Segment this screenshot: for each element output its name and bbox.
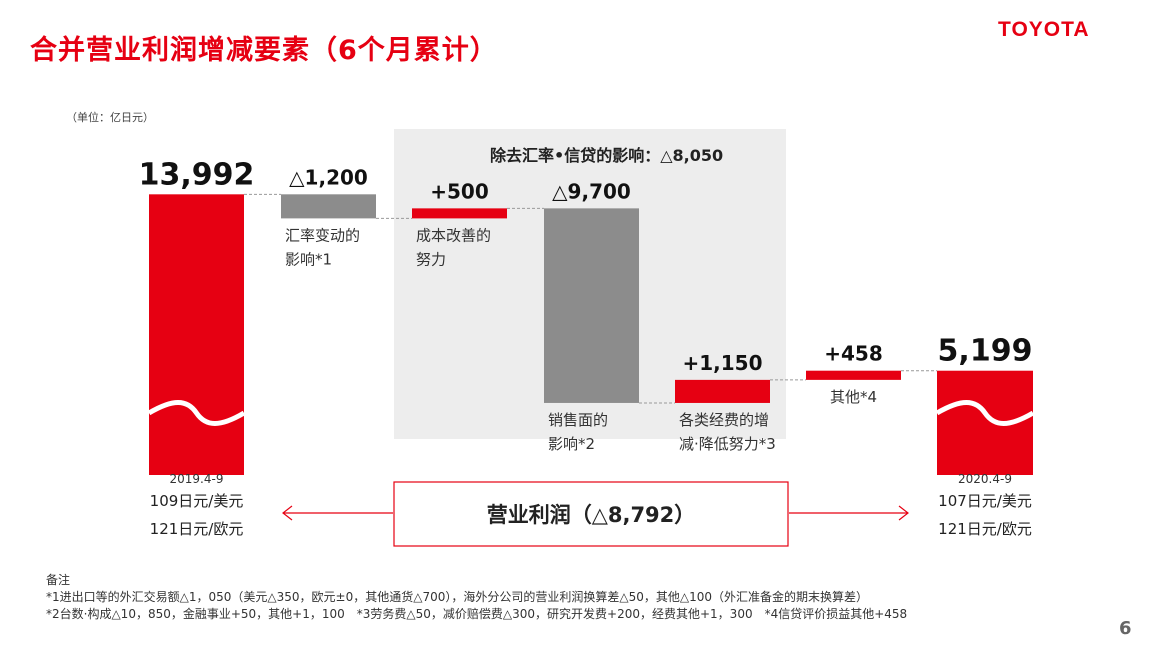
bar-1 — [281, 194, 376, 219]
value-label-3: △9,700 — [552, 179, 631, 203]
toyota-logo: TOYOTA — [998, 18, 1090, 41]
bar-4 — [675, 379, 770, 403]
value-label-4: +1,150 — [682, 351, 762, 375]
category-label-4-0: 各类经费的增 — [679, 411, 769, 429]
category-label-2-1: 努力 — [416, 250, 446, 268]
rate-label-0-1: 121日元/欧元 — [150, 520, 244, 538]
category-label-5-0: 其他*4 — [830, 388, 877, 406]
category-label-3-0: 销售面的 — [548, 411, 608, 429]
value-label-0: 13,992 — [139, 157, 255, 192]
summary-label: 营业利润（△8,792） — [487, 503, 696, 527]
note-line-1: *1进出口等的外汇交易额△1，050（美元△350，欧元±0，其他通货△700）… — [46, 590, 868, 604]
summary-box — [393, 481, 789, 547]
axis-break-wave-6 — [935, 400, 1035, 426]
page-number: 6 — [1119, 618, 1132, 639]
bar-5 — [806, 370, 901, 380]
rate-label-6-1: 121日元/欧元 — [938, 520, 1032, 538]
note-line-2: *2台数·构成△10，850，金融事业+50，其他+1，100 *3劳务费△50… — [46, 607, 908, 621]
notes-heading: 备注 — [46, 573, 71, 587]
period-label-0: 2019.4-9 — [170, 472, 224, 486]
period-label-6: 2020.4-9 — [958, 472, 1012, 486]
rate-label-6-0: 107日元/美元 — [938, 492, 1032, 510]
value-label-5: +458 — [824, 342, 883, 366]
category-label-4-1: 减·降低努力*3 — [679, 435, 776, 453]
category-label-1-1: 影响*1 — [285, 250, 332, 268]
bar-6 — [937, 370, 1033, 475]
unit-label: （单位：亿日元） — [66, 111, 154, 124]
category-label-3-1: 影响*2 — [548, 435, 595, 453]
bar-3 — [544, 208, 639, 403]
footnotes: 备注 *1进出口等的外汇交易额△1，050（美元△350，欧元±0，其他通货△7… — [46, 572, 907, 623]
rate-label-0-0: 109日元/美元 — [150, 492, 244, 510]
value-label-1: △1,200 — [289, 165, 368, 189]
bar-0 — [149, 194, 244, 475]
summary-arrow-right-head — [898, 505, 909, 521]
axis-break-wave-0 — [147, 400, 246, 426]
exclusion-note-label: 除去汇率•信贷的影响：△8,050 — [490, 146, 723, 165]
category-label-2-0: 成本改善的 — [416, 226, 491, 244]
bar-2 — [412, 208, 507, 219]
value-label-6: 5,199 — [938, 334, 1033, 369]
category-label-1-0: 汇率变动的 — [285, 226, 360, 244]
summary-arrow-left-head — [282, 505, 293, 521]
value-label-2: +500 — [430, 179, 489, 203]
page-title: 合并营业利润增减要素（6个月累计） — [30, 35, 498, 66]
